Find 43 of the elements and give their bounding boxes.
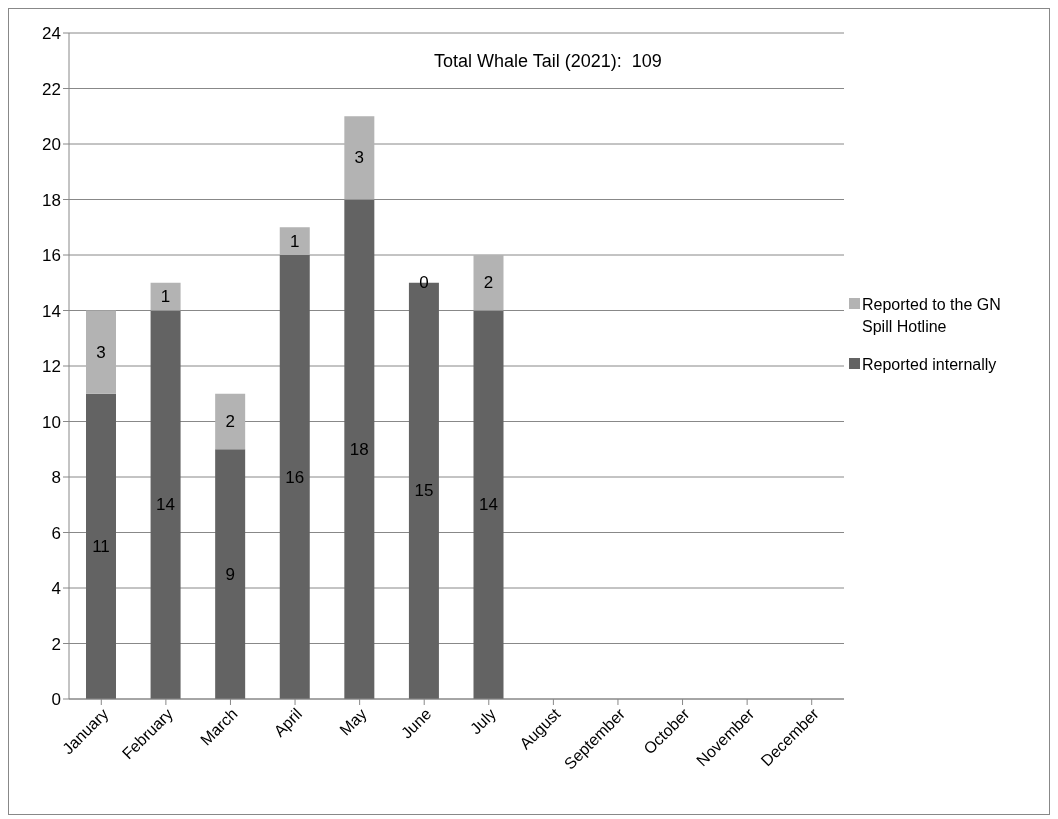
data-label: 2 — [483, 273, 494, 293]
x-tick-label: July — [466, 705, 499, 738]
bar — [473, 255, 504, 311]
legend-label: Reported to the GN Spill Hotline — [862, 295, 1002, 337]
data-label: 14 — [156, 495, 176, 515]
data-label: 3 — [96, 342, 106, 362]
y-tick-label: 20 — [42, 135, 61, 155]
y-tick-label: 10 — [42, 412, 61, 432]
y-tick-label: 16 — [42, 246, 61, 266]
data-label: 16 — [285, 467, 305, 487]
bar — [86, 393, 116, 699]
data-label: 1 — [290, 231, 300, 251]
data-label: 15 — [414, 481, 434, 501]
y-tick-label: 6 — [51, 523, 61, 543]
y-tick-label: 0 — [51, 690, 61, 710]
bar — [473, 310, 504, 699]
data-label: 9 — [225, 564, 235, 584]
x-tick-label: May — [336, 705, 370, 739]
annotation: Total Whale Tail (2021): 109 — [434, 51, 662, 72]
bar — [344, 116, 375, 200]
bar — [215, 393, 246, 450]
y-tick-label: 12 — [42, 357, 61, 377]
bar — [150, 282, 181, 311]
bar — [344, 199, 375, 699]
y-tick-label: 4 — [51, 579, 61, 599]
bar — [86, 310, 116, 394]
data-label: 2 — [225, 412, 235, 431]
bar — [279, 227, 310, 255]
y-tick-label: 22 — [42, 79, 61, 99]
y-tick-label: 8 — [51, 468, 61, 488]
y-tick-label: 2 — [51, 634, 61, 654]
bar — [215, 449, 246, 699]
data-label: 11 — [92, 536, 110, 556]
y-tick-label: 14 — [42, 301, 61, 321]
data-label: 1 — [160, 287, 171, 307]
bar — [279, 255, 310, 699]
data-label: 14 — [479, 495, 498, 515]
y-tick-label: 18 — [42, 190, 61, 210]
legend-label: Reported internally — [862, 355, 998, 375]
data-label: 3 — [354, 148, 365, 168]
bar — [150, 310, 181, 699]
y-tick-label: 24 — [42, 24, 61, 44]
data-label: 18 — [349, 439, 369, 459]
